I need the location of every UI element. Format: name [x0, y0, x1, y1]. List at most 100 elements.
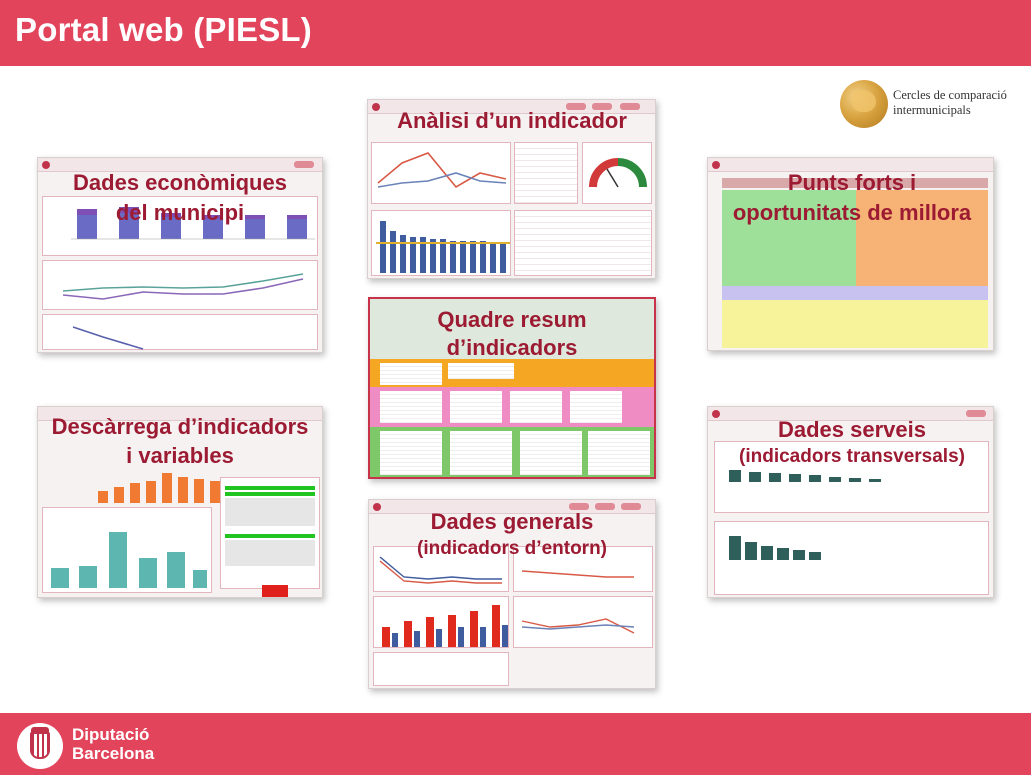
bar-chart-graphic — [729, 470, 881, 482]
summary-table-5 — [510, 391, 562, 423]
chart-panel — [373, 652, 509, 686]
caption-line: Dades serveis — [778, 417, 926, 442]
summary-table-1 — [380, 363, 442, 385]
diputacio-logo-icon — [17, 723, 63, 769]
line-chart-graphic — [521, 618, 635, 634]
toolbar-button — [569, 503, 589, 510]
shield-icon — [30, 732, 50, 759]
variables-list — [225, 498, 315, 526]
chart-panel — [42, 507, 212, 593]
toolbar-button — [566, 103, 586, 110]
chart-panel — [42, 314, 318, 350]
thumbnail-dades-serveis[interactable] — [707, 406, 994, 598]
gauge-panel — [582, 142, 652, 204]
variables-row-green — [225, 492, 315, 496]
logo-icon — [42, 161, 50, 169]
line-chart-graphic — [377, 152, 507, 189]
chart-panel — [371, 142, 511, 204]
cercles-line1: Cercles de comparació — [893, 88, 1007, 102]
caption-line: Descàrrega d’indicadors — [51, 414, 309, 439]
caption-line: d’indicadors — [446, 335, 578, 360]
thumbnail-toolbar — [708, 407, 993, 421]
cercles-line2: intermunicipals — [893, 103, 971, 117]
chart-panel — [714, 441, 989, 513]
thumbnail-toolbar — [38, 158, 322, 172]
summary-table-6 — [570, 391, 622, 423]
logo-icon — [712, 161, 720, 169]
thumbnail-toolbar — [368, 100, 655, 114]
summary-table-8 — [450, 431, 512, 475]
line-chart-graphic — [62, 273, 304, 300]
thumbnail-analisi-indicador[interactable] — [367, 99, 656, 279]
variables-row-green — [225, 486, 315, 490]
caption-line: del municipi — [115, 200, 245, 225]
strengths-header — [722, 178, 988, 188]
logo-icon — [373, 503, 381, 511]
chart-panel — [714, 521, 989, 595]
summary-table-2 — [448, 363, 514, 379]
summary-table-3 — [380, 391, 442, 423]
logo-icon — [372, 103, 380, 111]
toolbar-button — [621, 503, 641, 510]
logo-icon — [712, 410, 720, 418]
caption-line: oportunitats de millora — [732, 200, 972, 225]
download-button[interactable] — [262, 585, 288, 597]
brand-line2: Barcelona — [72, 744, 155, 763]
toolbar-button — [595, 503, 615, 510]
caption-line: (indicadors transversals) — [739, 446, 965, 467]
summary-top-area — [370, 299, 654, 359]
brand-line1: Diputació — [72, 725, 150, 744]
notes-header — [722, 286, 988, 300]
crown-icon — [31, 727, 49, 733]
improvement-area — [856, 190, 988, 286]
summary-table-4 — [450, 391, 502, 423]
thumbnail-quadre-resum[interactable] — [368, 297, 656, 479]
cercles-logo-text: Cercles de comparació intermunicipals — [893, 88, 1007, 118]
caption-line: Punts forts i — [787, 170, 917, 195]
thumbnail-toolbar — [369, 500, 655, 514]
toolbar-button — [294, 161, 314, 168]
summary-table-7 — [380, 431, 442, 475]
thumbnail-toolbar — [38, 407, 322, 421]
header-bar: Portal web (PIESL) — [0, 0, 1031, 66]
caption-dades-economiques: Dades econòmiques del municipi — [60, 168, 300, 228]
caption-line: (indicadors d’entorn) — [417, 538, 607, 559]
thumbnail-dades-generals[interactable] — [368, 499, 656, 689]
summary-table-9 — [520, 431, 582, 475]
slide-title: Portal web (PIESL) — [15, 11, 312, 48]
bar-chart-graphic — [382, 605, 508, 647]
thumbnail-descarrega[interactable] — [37, 406, 323, 598]
notes-area — [722, 300, 988, 348]
bar-chart-graphic — [98, 473, 220, 503]
line-chart-graphic — [521, 570, 634, 578]
variables-row-green — [225, 534, 315, 538]
caption-dades-generals: Dades generals (indicadors d’entorn) — [372, 508, 652, 562]
cercles-logo: Cercles de comparació intermunicipals — [840, 80, 1020, 130]
thumbnail-punts-forts[interactable] — [707, 157, 994, 351]
table-panel — [514, 142, 578, 204]
caption-line: Anàlisi d’un indicador — [397, 108, 627, 133]
strengths-area — [722, 190, 856, 286]
line-chart-graphic — [72, 326, 144, 350]
caption-punts-forts: Punts forts i oportunitats de millora — [712, 168, 992, 228]
toolbar-button — [966, 410, 986, 417]
caption-dades-serveis: Dades serveis (indicadors transversals) — [712, 416, 992, 470]
bar-chart-graphic — [376, 221, 510, 273]
toolbar-button — [592, 103, 612, 110]
chart-panel — [513, 546, 653, 592]
gauge-graphic — [589, 158, 647, 188]
chart-panel — [373, 596, 509, 648]
variables-list — [225, 540, 315, 566]
bar-chart-graphic — [51, 532, 207, 588]
bar-chart-graphic — [729, 536, 821, 560]
thumbnail-dades-economiques[interactable] — [37, 157, 323, 353]
variables-panel — [220, 477, 320, 589]
chart-panel — [98, 463, 244, 503]
chart-panel — [42, 196, 318, 256]
summary-table-10 — [588, 431, 650, 475]
toolbar-button — [620, 103, 640, 110]
chart-panel — [42, 260, 318, 310]
caption-line: i variables — [126, 443, 234, 468]
chart-panel — [373, 546, 509, 592]
